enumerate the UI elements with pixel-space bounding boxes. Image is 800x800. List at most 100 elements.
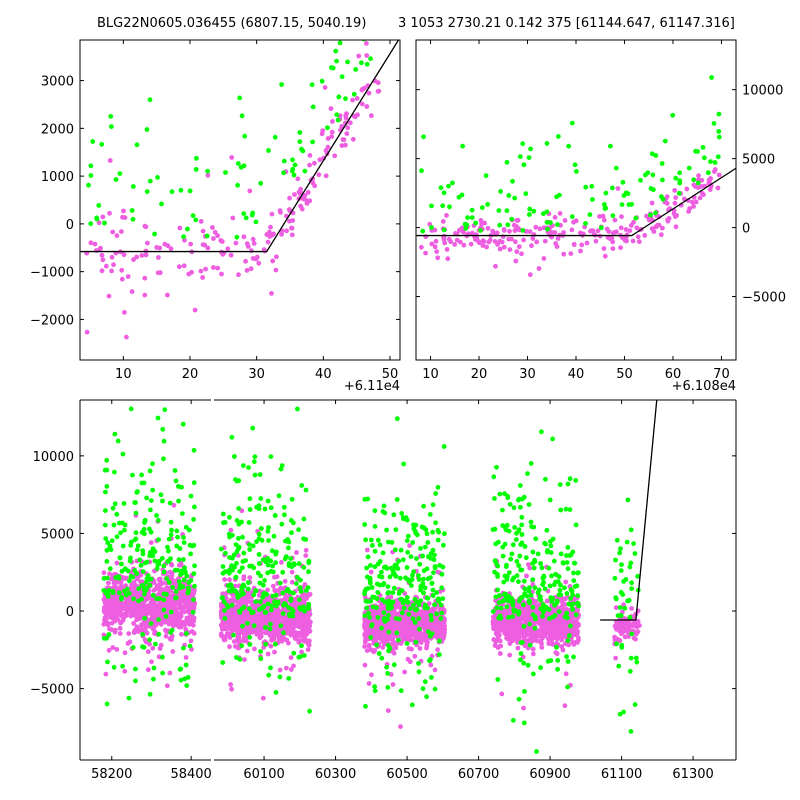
data-point-magenta (312, 160, 317, 166)
data-point-green (439, 571, 445, 577)
data-point-magenta (302, 639, 308, 644)
data-point-green (105, 659, 110, 665)
data-point-green (263, 609, 269, 615)
data-point-magenta (215, 265, 221, 271)
data-point-magenta (569, 227, 575, 233)
data-point-magenta (577, 230, 583, 236)
data-point-magenta (272, 649, 277, 655)
data-point-magenta (290, 628, 296, 634)
data-point-green (117, 555, 123, 561)
data-point-green (391, 571, 397, 577)
data-point-magenta (473, 232, 479, 238)
data-point-green (296, 561, 302, 567)
data-point-green (147, 637, 153, 643)
data-point-green (112, 431, 118, 437)
data-point-green (223, 170, 228, 175)
data-point-green (473, 220, 479, 226)
data-point-magenta (145, 240, 150, 246)
data-point-magenta (282, 578, 288, 584)
data-point-magenta (707, 187, 713, 193)
data-point-green (412, 597, 418, 602)
data-point-magenta (501, 227, 507, 232)
data-point-green (598, 225, 604, 231)
data-point-green (140, 632, 146, 637)
data-point-magenta (716, 172, 722, 178)
data-point-magenta (151, 609, 157, 614)
data-point-green (420, 553, 425, 559)
data-point-green (566, 143, 572, 149)
data-point-magenta (303, 618, 309, 623)
data-point-green (269, 548, 275, 554)
data-point-green (174, 528, 180, 534)
data-point-magenta (557, 211, 563, 216)
data-point-green (191, 480, 197, 486)
data-point-magenta (375, 89, 381, 94)
data-point-magenta (290, 623, 296, 629)
data-point-green (261, 591, 266, 597)
chart-title-right: 3 1053 2730.21 0.142 375 [61144.647, 611… (398, 16, 735, 31)
data-point-green (193, 167, 199, 172)
data-point-green (527, 212, 532, 217)
data-point-green (424, 566, 430, 572)
data-point-green (281, 504, 287, 510)
data-point-green (695, 180, 701, 186)
data-point-green (131, 596, 136, 602)
data-point-magenta (147, 641, 152, 647)
data-point-magenta (292, 192, 297, 197)
data-point-green (440, 203, 446, 209)
data-point-magenta (563, 671, 569, 677)
data-point-magenta (420, 635, 425, 640)
data-point-green (160, 654, 165, 660)
data-point-magenta (444, 213, 449, 218)
data-point-magenta (125, 274, 131, 279)
data-point-green (272, 513, 278, 518)
data-point-magenta (674, 213, 679, 218)
data-point-magenta (260, 695, 266, 701)
data-point-green (144, 495, 150, 501)
data-point-magenta (391, 650, 397, 656)
data-point-green (372, 508, 378, 514)
data-point-green (372, 548, 378, 554)
data-point-green (504, 159, 510, 165)
data-point-magenta (284, 626, 290, 632)
data-point-green (253, 588, 258, 594)
data-point-green (104, 484, 110, 489)
data-point-magenta (134, 254, 140, 260)
data-point-green (398, 547, 404, 553)
data-point-magenta (251, 241, 257, 246)
data-point-green (367, 580, 373, 586)
data-point-magenta (257, 628, 262, 633)
data-point-green (192, 504, 197, 510)
x-tick-label: 70 (713, 367, 730, 382)
data-point-magenta (276, 637, 282, 643)
data-point-green (695, 149, 700, 154)
data-point-green (368, 56, 373, 62)
data-point-magenta (88, 240, 94, 246)
data-point-magenta (287, 218, 292, 224)
data-point-magenta (432, 227, 438, 233)
data-point-magenta (497, 246, 503, 252)
data-point-green (105, 575, 110, 581)
data-point-green (134, 142, 140, 148)
data-point-green (159, 201, 164, 207)
data-point-magenta (143, 252, 149, 258)
data-point-green (174, 543, 180, 549)
data-point-green (245, 586, 251, 592)
data-point-magenta (131, 621, 137, 626)
data-point-green (280, 611, 286, 616)
data-point-magenta (410, 631, 415, 636)
data-point-magenta (111, 262, 116, 268)
data-point-green (296, 654, 302, 660)
data-point-green (148, 498, 154, 503)
data-point-green (266, 148, 271, 153)
data-point-green (258, 180, 264, 186)
data-point-green (512, 195, 518, 201)
data-point-magenta (229, 155, 235, 160)
data-point-magenta (530, 236, 536, 241)
data-point-green (363, 703, 368, 709)
data-point-magenta (307, 153, 313, 158)
data-point-green (191, 447, 197, 453)
data-point-green (686, 165, 692, 171)
data-point-green (183, 662, 189, 668)
data-point-green (291, 650, 297, 656)
